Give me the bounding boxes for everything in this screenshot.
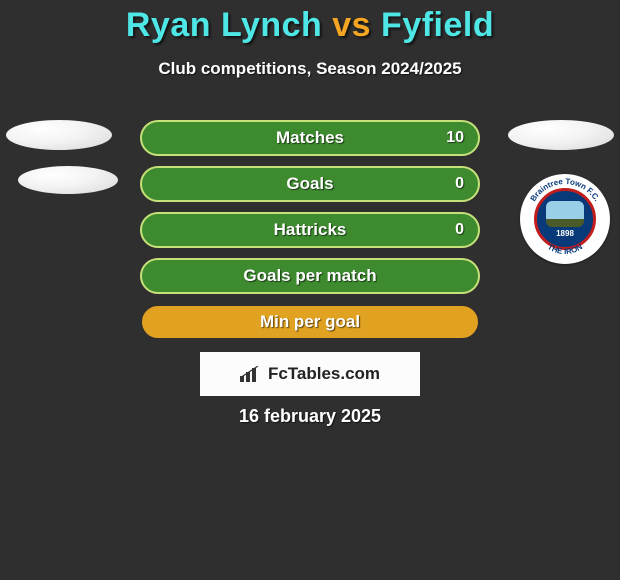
crest-outer-ring: Braintree Town F.C. THE IRON 1898 xyxy=(520,174,610,264)
svg-text:THE IRON: THE IRON xyxy=(546,242,584,256)
date-label: 16 february 2025 xyxy=(0,406,620,427)
stat-label: Goals per match xyxy=(243,266,376,286)
stat-value-right: 10 xyxy=(446,129,464,147)
vs-label: vs xyxy=(332,6,371,44)
bar-chart-icon xyxy=(240,366,262,382)
watermark: FcTables.com xyxy=(200,352,420,396)
stat-bar-goals: Goals 0 xyxy=(140,166,480,202)
watermark-text: FcTables.com xyxy=(268,364,380,384)
player2-name: Fyfield xyxy=(381,6,494,44)
left-placeholder-icon xyxy=(18,166,118,194)
stat-value-right: 0 xyxy=(455,175,464,193)
stat-value-right: 0 xyxy=(455,221,464,239)
stat-row: Matches 10 xyxy=(0,120,620,156)
crest-top-text: Braintree Town F.C. xyxy=(529,177,602,203)
left-placeholder-icon xyxy=(6,120,112,150)
page-title: Ryan Lynch vs Fyfield xyxy=(0,0,620,45)
stat-bar-hattricks: Hattricks 0 xyxy=(140,212,480,248)
right-placeholder-icon xyxy=(508,120,614,150)
stat-label: Min per goal xyxy=(260,312,360,332)
stat-bar-matches: Matches 10 xyxy=(140,120,480,156)
stat-bar-goals-per-match: Goals per match xyxy=(140,258,480,294)
stat-label: Hattricks xyxy=(274,220,347,240)
stat-bar-min-per-goal: Min per goal xyxy=(140,304,480,340)
comparison-card: Ryan Lynch vs Fyfield Club competitions,… xyxy=(0,0,620,580)
crest-ring-text-icon: Braintree Town F.C. THE IRON xyxy=(520,174,610,264)
stat-label: Matches xyxy=(276,128,344,148)
svg-text:Braintree Town F.C.: Braintree Town F.C. xyxy=(529,177,602,203)
crest-bottom-text: THE IRON xyxy=(546,242,584,256)
subtitle: Club competitions, Season 2024/2025 xyxy=(0,59,620,79)
stat-row: Min per goal xyxy=(0,304,620,340)
club-crest-icon: Braintree Town F.C. THE IRON 1898 xyxy=(520,174,610,264)
player1-name: Ryan Lynch xyxy=(126,6,322,44)
watermark-content: FcTables.com xyxy=(240,364,380,384)
stat-label: Goals xyxy=(286,174,333,194)
